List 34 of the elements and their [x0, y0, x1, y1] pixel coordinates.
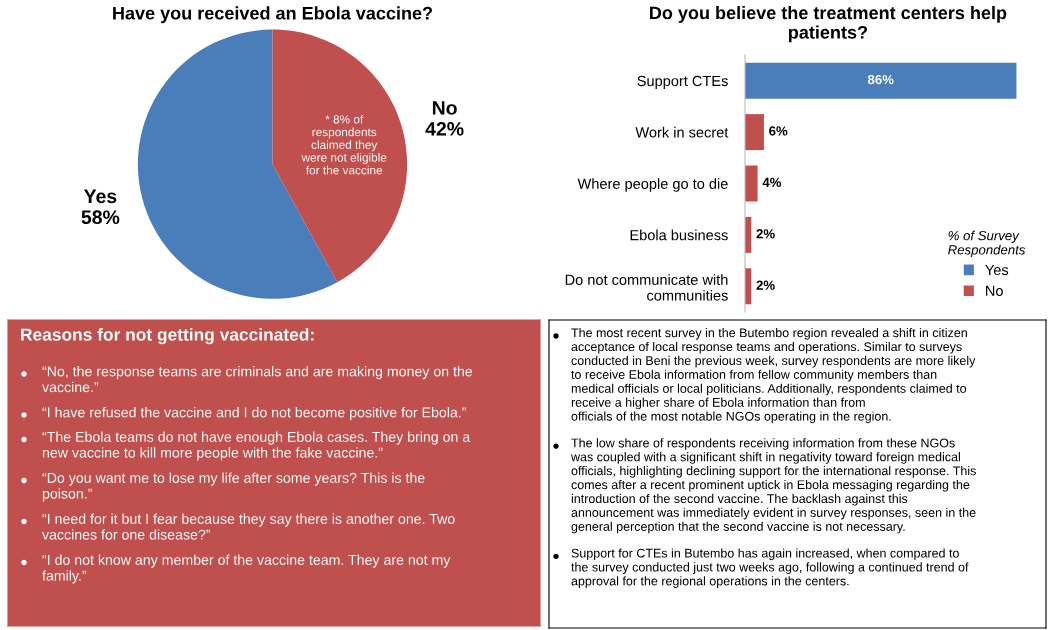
data-label: 58% [81, 210, 120, 225]
data-label: 2% [756, 280, 775, 290]
chart-title: Do you believe the treatment centers help patients? [650, 6, 1007, 43]
legend-title: % of Survey Respondents [948, 230, 1026, 258]
text: “No, the response teams are criminals and are making money on the vaccine.” [42, 366, 473, 393]
data-label: 6% [769, 126, 788, 136]
text: Reasons for not getting vaccinated: [21, 328, 314, 345]
y-tick-label: Ebola business [630, 229, 728, 241]
text: * 8% of respondents claimed they were not eligible for the vaccine [301, 114, 387, 175]
legend-label: No [986, 285, 1003, 296]
slice-label: No [432, 101, 457, 115]
text: The most recent survey in the Butembo region revealed a shift in citizen acceptance of local response teams and operations. Similar to surveys conducted in Beni the previous week, survey respondents are more likely to receive Ebola information from fellow community members than medical officials or local politicians. Additionally, respondents claimed to receive a higher share of Ebola information than from officials of the most notable NGOs operating in the region. [571, 328, 976, 424]
bar [745, 165, 758, 202]
text: “I need for it but I fear because they say there is another one. Two vaccines for one disease?” [42, 513, 455, 540]
y-tick-label: Support CTEs [637, 75, 728, 90]
data-label: 4% [762, 177, 782, 188]
bar [745, 62, 1017, 99]
text: “I have refused the vaccine and I do not become positive for Ebola.” [42, 407, 466, 421]
legend-label: Yes [985, 264, 1009, 276]
bar [745, 114, 764, 151]
text: The low share of respondents receiving information from these NGOs was coupled with a significant shift in negativity toward foreign medical officials, highlighting declining support for the international response. This comes after a recent prominent uptick in Ebola messaging regarding the introduction of the second vaccine. The backlash against this announcement was immediately evident in survey responses, seen in the general perception that the second vaccine is not necessary. [570, 438, 976, 534]
y-tick-label: Work in secret [635, 126, 729, 138]
chart-title: Have you received an Ebola vaccine? [113, 6, 433, 24]
text: “The Ebola teams do not have enough Ebola cases. They bring on a new vaccine to kill more people with the fake vaccine.” [42, 431, 471, 461]
data-label: 2% [756, 229, 775, 239]
pie-slice [272, 29, 408, 283]
text: “Do you want me to lose my life after some years? This is the poison.” [42, 472, 425, 502]
y-tick-label: Where people go to die [577, 178, 728, 192]
text: Support for CTEs in Butembo has again increased, when compared to the survey conducted just two weeks ago, following a continued trend of approval for the regional operations in the centers. [571, 548, 969, 588]
data-label: 42% [425, 121, 464, 136]
data-label: 86% [867, 74, 894, 85]
slice-label: Yes [83, 189, 117, 204]
text: “I do not know any member of the vaccine team. They are not my family.” [42, 554, 451, 584]
y-tick-label: Do not communicate with communities [565, 274, 728, 301]
